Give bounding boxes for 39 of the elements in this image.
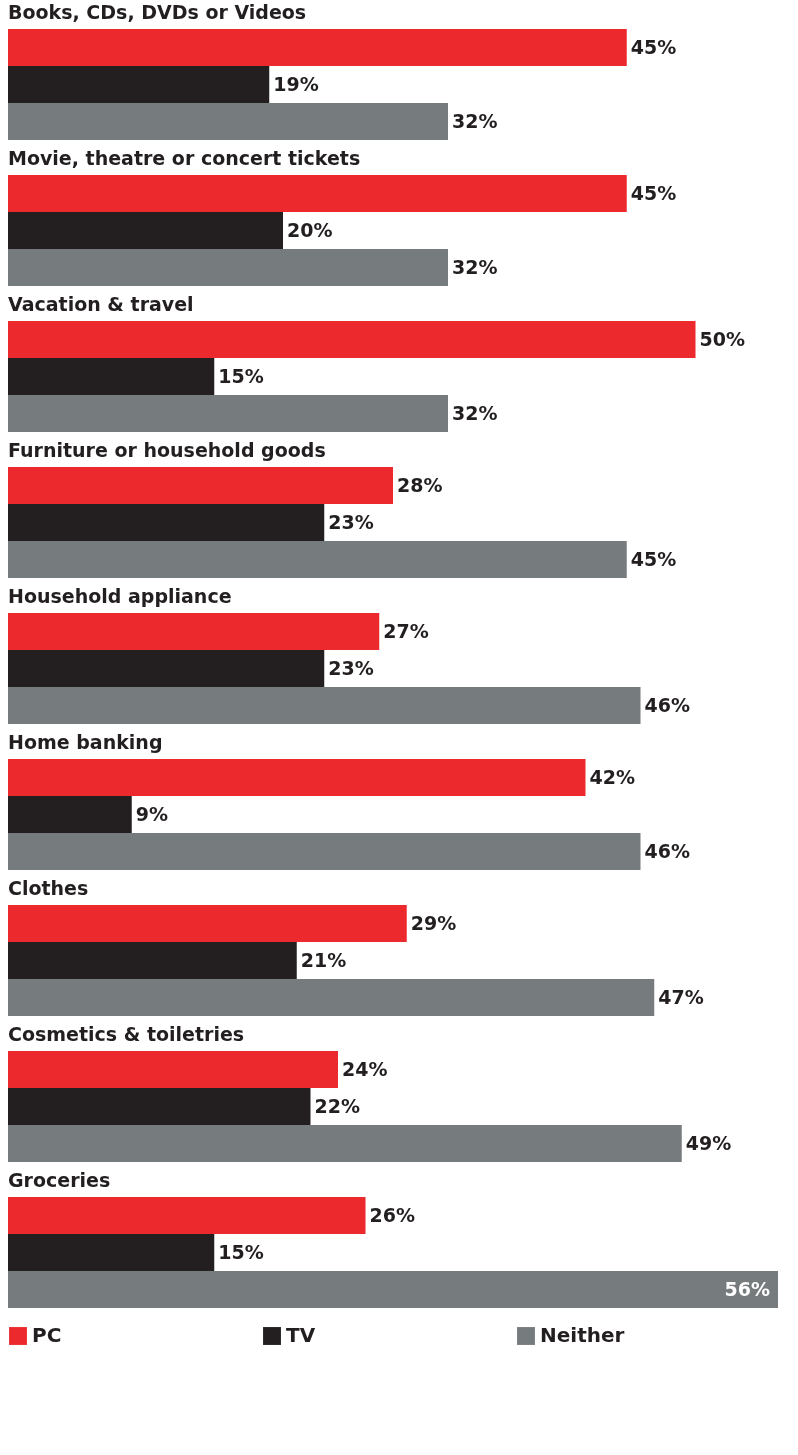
data-label: 32% — [452, 255, 498, 278]
data-label: 29% — [410, 911, 457, 934]
data-label: 15% — [218, 364, 264, 387]
data-label: 45% — [630, 547, 677, 570]
y-tick-label: Groceries — [8, 1169, 111, 1191]
data-label: 42% — [589, 765, 635, 788]
data-label: 45% — [630, 35, 677, 58]
data-label: 19% — [273, 72, 319, 95]
data-label: 32% — [452, 401, 498, 424]
data-label: 27% — [383, 619, 429, 642]
data-label: 45% — [630, 181, 677, 204]
data-label: 22% — [314, 1094, 360, 1117]
data-label: 50% — [699, 327, 745, 350]
legend-label: TV — [286, 1323, 316, 1347]
data-label: 26% — [369, 1203, 415, 1226]
y-tick-label: Books, CDs, DVDs or Videos — [8, 1, 307, 23]
data-label: 56% — [724, 1277, 770, 1300]
data-label: 20% — [287, 218, 333, 241]
y-tick-label: Cosmetics & toiletries — [8, 1023, 245, 1045]
data-label: 28% — [397, 473, 443, 496]
data-label: 46% — [644, 693, 690, 716]
data-label: 23% — [328, 656, 374, 679]
y-tick-label: Vacation & travel — [8, 293, 194, 315]
data-label: 21% — [300, 948, 347, 971]
data-label: 24% — [342, 1057, 388, 1080]
data-label: 15% — [218, 1240, 264, 1263]
data-label: 47% — [658, 985, 704, 1008]
y-tick-label: Furniture or household goods — [8, 439, 326, 461]
y-tick-label: Home banking — [8, 731, 163, 753]
data-label: 49% — [685, 1131, 732, 1154]
y-tick-label: Clothes — [8, 877, 89, 899]
y-tick-label: Movie, theatre or concert tickets — [8, 147, 361, 169]
data-label: 32% — [452, 109, 498, 132]
data-label: 23% — [328, 510, 374, 533]
data-label: 46% — [644, 839, 690, 862]
y-tick-label: Household appliance — [8, 585, 232, 607]
data-label: 9% — [135, 802, 169, 825]
legend-label: PC — [32, 1323, 62, 1347]
legend-label: Neither — [540, 1323, 625, 1347]
